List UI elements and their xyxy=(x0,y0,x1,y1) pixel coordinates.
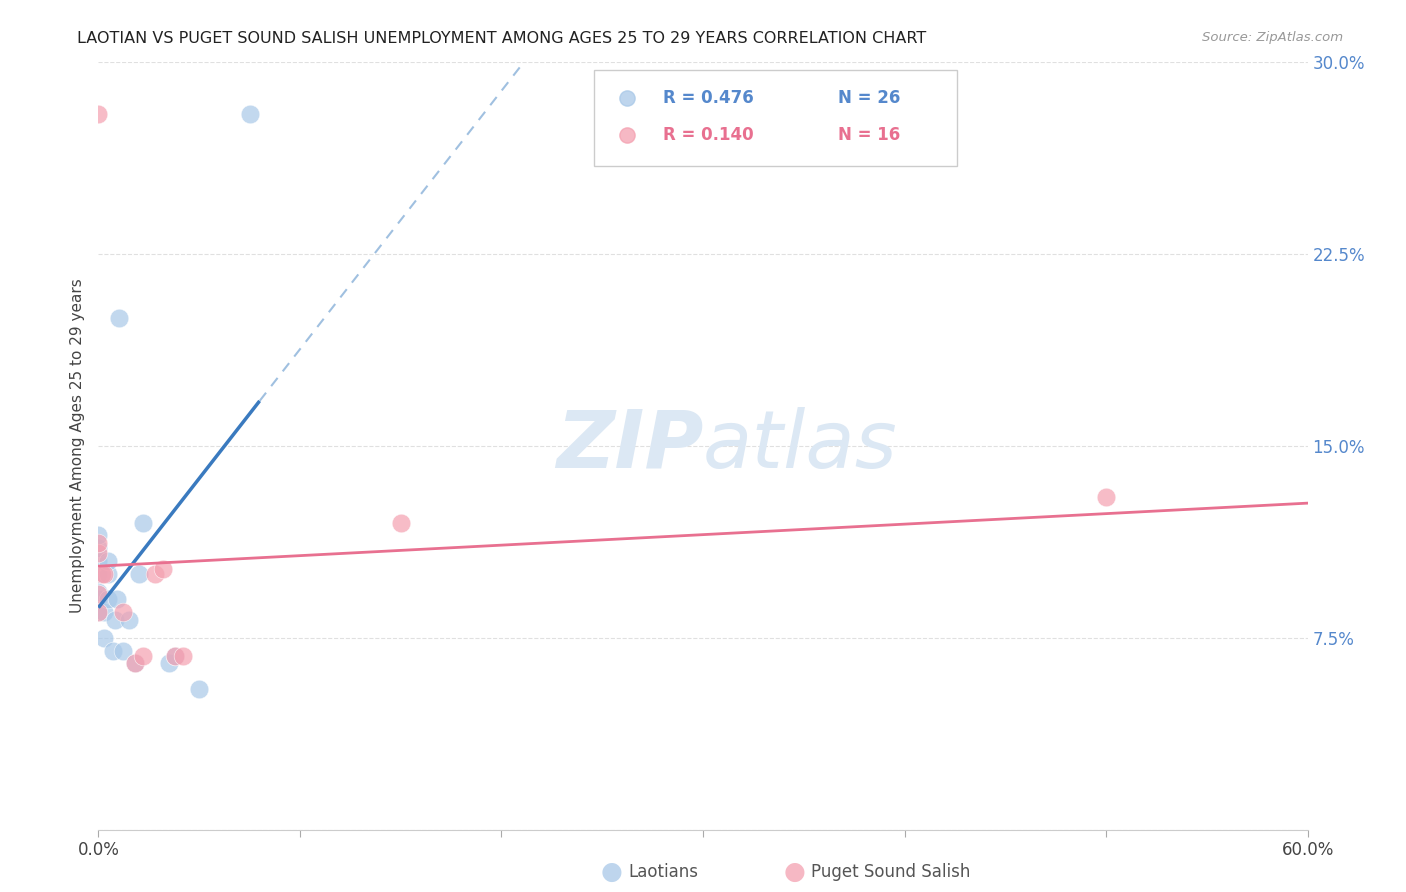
FancyBboxPatch shape xyxy=(595,70,957,166)
Point xyxy=(97,592,120,607)
Point xyxy=(93,566,115,581)
Point xyxy=(163,648,186,663)
Point xyxy=(87,605,110,619)
Text: LAOTIAN VS PUGET SOUND SALISH UNEMPLOYMENT AMONG AGES 25 TO 29 YEARS CORRELATION: LAOTIAN VS PUGET SOUND SALISH UNEMPLOYME… xyxy=(77,31,927,46)
Point xyxy=(124,657,146,671)
Text: ●: ● xyxy=(600,861,623,884)
Point xyxy=(128,566,150,581)
Point xyxy=(389,516,412,530)
Point xyxy=(87,566,110,581)
Text: R = 0.140: R = 0.140 xyxy=(664,127,754,145)
Point xyxy=(87,554,110,568)
Text: Source: ZipAtlas.com: Source: ZipAtlas.com xyxy=(1202,31,1343,45)
Y-axis label: Unemployment Among Ages 25 to 29 years: Unemployment Among Ages 25 to 29 years xyxy=(70,278,86,614)
Point xyxy=(87,566,110,581)
Point xyxy=(97,566,120,581)
Point xyxy=(118,613,141,627)
Point xyxy=(111,605,134,619)
Point xyxy=(107,311,129,326)
Text: N = 26: N = 26 xyxy=(838,89,901,108)
Point xyxy=(188,681,211,696)
Point xyxy=(239,106,262,120)
Point xyxy=(152,562,174,576)
Point xyxy=(163,648,186,663)
Text: N = 16: N = 16 xyxy=(838,127,901,145)
Point xyxy=(87,546,110,560)
Point xyxy=(103,613,125,627)
Point xyxy=(87,541,110,556)
Point xyxy=(1095,490,1118,504)
Point xyxy=(172,648,194,663)
Point xyxy=(87,587,110,601)
Point xyxy=(105,592,128,607)
Point xyxy=(93,605,115,619)
Point xyxy=(157,657,180,671)
Point xyxy=(87,106,110,120)
Point xyxy=(143,566,166,581)
Point xyxy=(87,536,110,550)
Text: Puget Sound Salish: Puget Sound Salish xyxy=(811,863,970,881)
Text: ZIP: ZIP xyxy=(555,407,703,485)
Text: ●: ● xyxy=(783,861,806,884)
Point xyxy=(87,528,110,542)
Text: atlas: atlas xyxy=(703,407,898,485)
Point xyxy=(87,584,110,599)
Point xyxy=(132,648,155,663)
Point xyxy=(91,566,114,581)
Point xyxy=(87,592,110,607)
Text: R = 0.476: R = 0.476 xyxy=(664,89,754,108)
Point xyxy=(101,643,124,657)
Point xyxy=(124,657,146,671)
Text: Laotians: Laotians xyxy=(628,863,699,881)
Point xyxy=(93,631,115,645)
Point xyxy=(87,605,110,619)
Point xyxy=(132,516,155,530)
Point xyxy=(97,554,120,568)
Point xyxy=(111,643,134,657)
